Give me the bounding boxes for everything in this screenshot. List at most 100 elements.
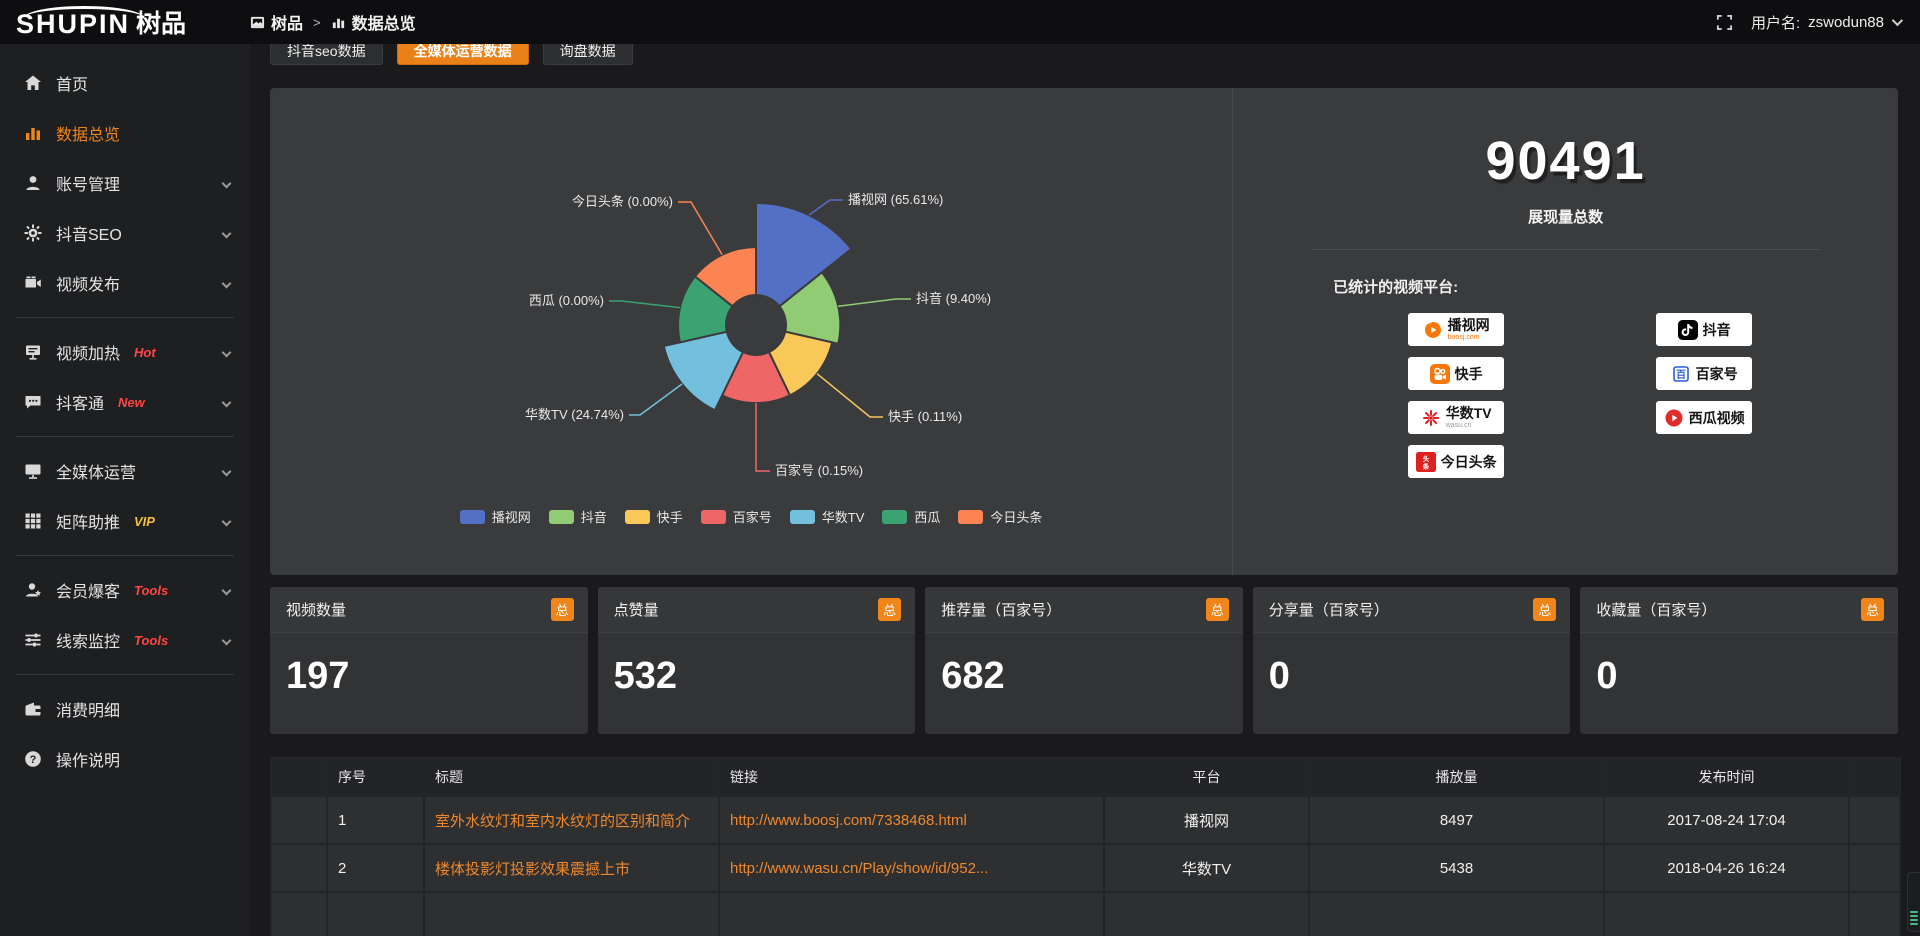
cell-index: 2	[326, 843, 425, 893]
sidebar-item-抖音SEO[interactable]: 抖音SEO	[0, 208, 250, 258]
rose-chart-panel: 播视网 (65.61%) 抖音 (9.40%) 快手 (0.11%) 百家号 (0.1…	[270, 88, 1232, 575]
cell-empty	[1103, 891, 1310, 936]
breadcrumb: 树品 > 数据总览	[250, 10, 416, 34]
sidebar-item-label: 操作说明	[56, 753, 121, 770]
platform-badge-百家号[interactable]: 百百家号	[1656, 357, 1753, 390]
stat-card-分享量（百家号）: 分享量（百家号） 总 0	[1252, 587, 1571, 734]
pie-slice-快手[interactable]	[768, 330, 834, 397]
sidebar-item-首页[interactable]: 首页	[0, 58, 250, 108]
douyin-logo-icon	[1677, 319, 1698, 340]
stat-card-value: 532	[613, 655, 677, 697]
platform-column-right: 抖音百百家号西瓜视频	[1656, 313, 1753, 478]
sidebar-item-数据总览[interactable]: 数据总览	[0, 108, 250, 158]
pie-slice-华数TV[interactable]	[662, 330, 744, 412]
sidebar-item-label: 数据总览	[56, 127, 121, 144]
pie-label-播视网: 播视网 (65.61%)	[848, 192, 943, 207]
breadcrumb-label: 树品	[271, 16, 304, 33]
legend-swatch	[882, 509, 908, 524]
username[interactable]: 用户名: zswodun88	[1750, 12, 1904, 33]
sidebar-item-线索监控[interactable]: 线索监控 Tools	[0, 615, 250, 665]
username-value: zswodun88	[1808, 13, 1884, 31]
platform-badge-播视网[interactable]: 播视网 boosj.com	[1408, 313, 1505, 346]
sidebar-badge-tools: Tools	[134, 632, 169, 648]
legend-label: 今日头条	[990, 510, 1043, 525]
legend-label: 百家号	[732, 510, 772, 525]
cell-plays: 8497	[1308, 795, 1605, 845]
platform-badge-text: 百家号	[1696, 367, 1738, 381]
kuaishou-logo-icon	[1429, 363, 1450, 384]
stat-card-header: 分享量（百家号） 总	[1252, 587, 1571, 633]
fullscreen-icon[interactable]	[1716, 14, 1733, 31]
pie-label-今日头条: 今日头条 (0.00%)	[572, 194, 673, 209]
cell-empty	[270, 891, 328, 936]
video-title-link[interactable]: 楼体投影灯投影效果震撼上市	[435, 860, 631, 878]
platform-badge-华数TV[interactable]: 华数TV wasu.cn	[1408, 401, 1505, 434]
sidebar-item-矩阵助推[interactable]: 矩阵助推 VIP	[0, 496, 250, 546]
platform-badge-快手[interactable]: 快手	[1408, 357, 1505, 390]
platforms-title: 已统计的视频平台:	[1333, 279, 1459, 296]
xigua-logo-icon	[1664, 408, 1684, 428]
chevron-down-icon	[221, 585, 232, 595]
pie-slice-抖音[interactable]	[778, 271, 842, 345]
chevron-down-icon	[221, 466, 232, 476]
sidebar-item-视频加热[interactable]: 视频加热 Hot	[0, 327, 250, 377]
sidebar-divider	[16, 436, 234, 437]
stat-card-title: 视频数量	[286, 602, 347, 619]
legend-item-快手[interactable]: 快手	[624, 507, 683, 526]
pie-slice-播视网[interactable]	[755, 202, 853, 308]
cell-publish-time: 2017-08-24 17:04	[1603, 795, 1850, 845]
legend-item-今日头条[interactable]: 今日头条	[958, 507, 1042, 526]
bar-chart-icon	[332, 18, 344, 28]
platform-badge-text: 快手	[1455, 367, 1483, 381]
sidebar-item-账号管理[interactable]: 账号管理	[0, 158, 250, 208]
platform-badge-text: 华数TV wasu.cn	[1446, 406, 1492, 429]
monitor-icon	[24, 462, 42, 480]
stat-card-header: 收藏量（百家号） 总	[1580, 587, 1898, 633]
logo-arc	[24, 6, 144, 18]
platform-badge-抖音[interactable]: 抖音	[1656, 313, 1753, 346]
breadcrumb-item-home[interactable]: 树品	[250, 10, 303, 34]
sidebar-badge-vip: VIP	[134, 513, 155, 529]
platform-subtext: wasu.cn	[1445, 422, 1472, 429]
breadcrumb-item-current[interactable]: 数据总览	[331, 10, 416, 34]
total-badge: 总	[1205, 598, 1229, 621]
stat-card-value: 682	[941, 655, 1005, 697]
platform-badge-今日头条[interactable]: 头条今日头条	[1408, 445, 1505, 478]
pie-slice-今日头条[interactable]	[694, 246, 757, 308]
column-header-checkbox	[270, 757, 328, 797]
edge-scroll-widget[interactable]	[1907, 872, 1920, 932]
sidebar-item-操作说明[interactable]: ? 操作说明	[0, 734, 250, 784]
cell-index: 1	[326, 795, 425, 845]
sidebar-item-全媒体运营[interactable]: 全媒体运营	[0, 446, 250, 496]
main-content: 抖音seo数据 全媒体运营数据 询盘数据 播视网 (65.61%) 抖音 (9.40%…	[250, 0, 1920, 936]
sidebar-item-消费明细[interactable]: 消费明细	[0, 684, 250, 734]
platform-badge-西瓜视频[interactable]: 西瓜视频	[1656, 401, 1753, 434]
legend-item-百家号[interactable]: 百家号	[700, 507, 772, 526]
pie-slice-西瓜[interactable]	[677, 275, 734, 344]
legend-item-华数TV[interactable]: 华数TV	[789, 507, 864, 526]
chart-legend: 播视网 抖音 快手 百家号 华数TV 西瓜 今日头条	[270, 507, 1232, 526]
legend-item-抖音[interactable]: 抖音	[548, 507, 607, 526]
stat-card-收藏量（百家号）: 收藏量（百家号） 总 0	[1580, 587, 1898, 734]
video-url-link[interactable]: http://www.boosj.com/7338468.html	[730, 811, 967, 829]
platform-name: 华数TV	[1445, 405, 1492, 421]
pie-label-line	[629, 383, 683, 416]
table-row: 1 室外水纹灯和室内水纹灯的区别和简介 http://www.boosj.com/7…	[270, 795, 1901, 845]
sidebar-item-抖客通[interactable]: 抖客通 New	[0, 377, 250, 427]
sidebar-item-会员爆客[interactable]: 会员爆客 Tools	[0, 565, 250, 615]
cell-title: 室外水纹灯和室内水纹灯的区别和简介	[423, 795, 720, 845]
sidebar-item-视频发布[interactable]: 视频发布	[0, 258, 250, 308]
legend-item-播视网[interactable]: 播视网	[459, 507, 531, 526]
sidebar-item-label: 视频加热	[56, 346, 121, 363]
legend-item-西瓜[interactable]: 西瓜	[882, 507, 940, 526]
stat-card-推荐量（百家号）: 推荐量（百家号） 总 682	[925, 587, 1243, 734]
video-title-link[interactable]: 室外水纹灯和室内水纹灯的区别和简介	[435, 812, 691, 830]
stat-card-视频数量: 视频数量 总 197	[270, 587, 588, 734]
stat-card-value: 197	[286, 655, 350, 697]
pie-slice-百家号[interactable]	[721, 351, 791, 405]
platform-name: 今日头条	[1440, 453, 1497, 470]
video-url-link[interactable]: http://www.wasu.cn/Play/show/id/952...	[730, 859, 989, 877]
help-icon: ?	[24, 750, 42, 768]
username-label: 用户名:	[1750, 14, 1801, 32]
pie-label-快手: 快手 (0.11%)	[888, 409, 962, 424]
